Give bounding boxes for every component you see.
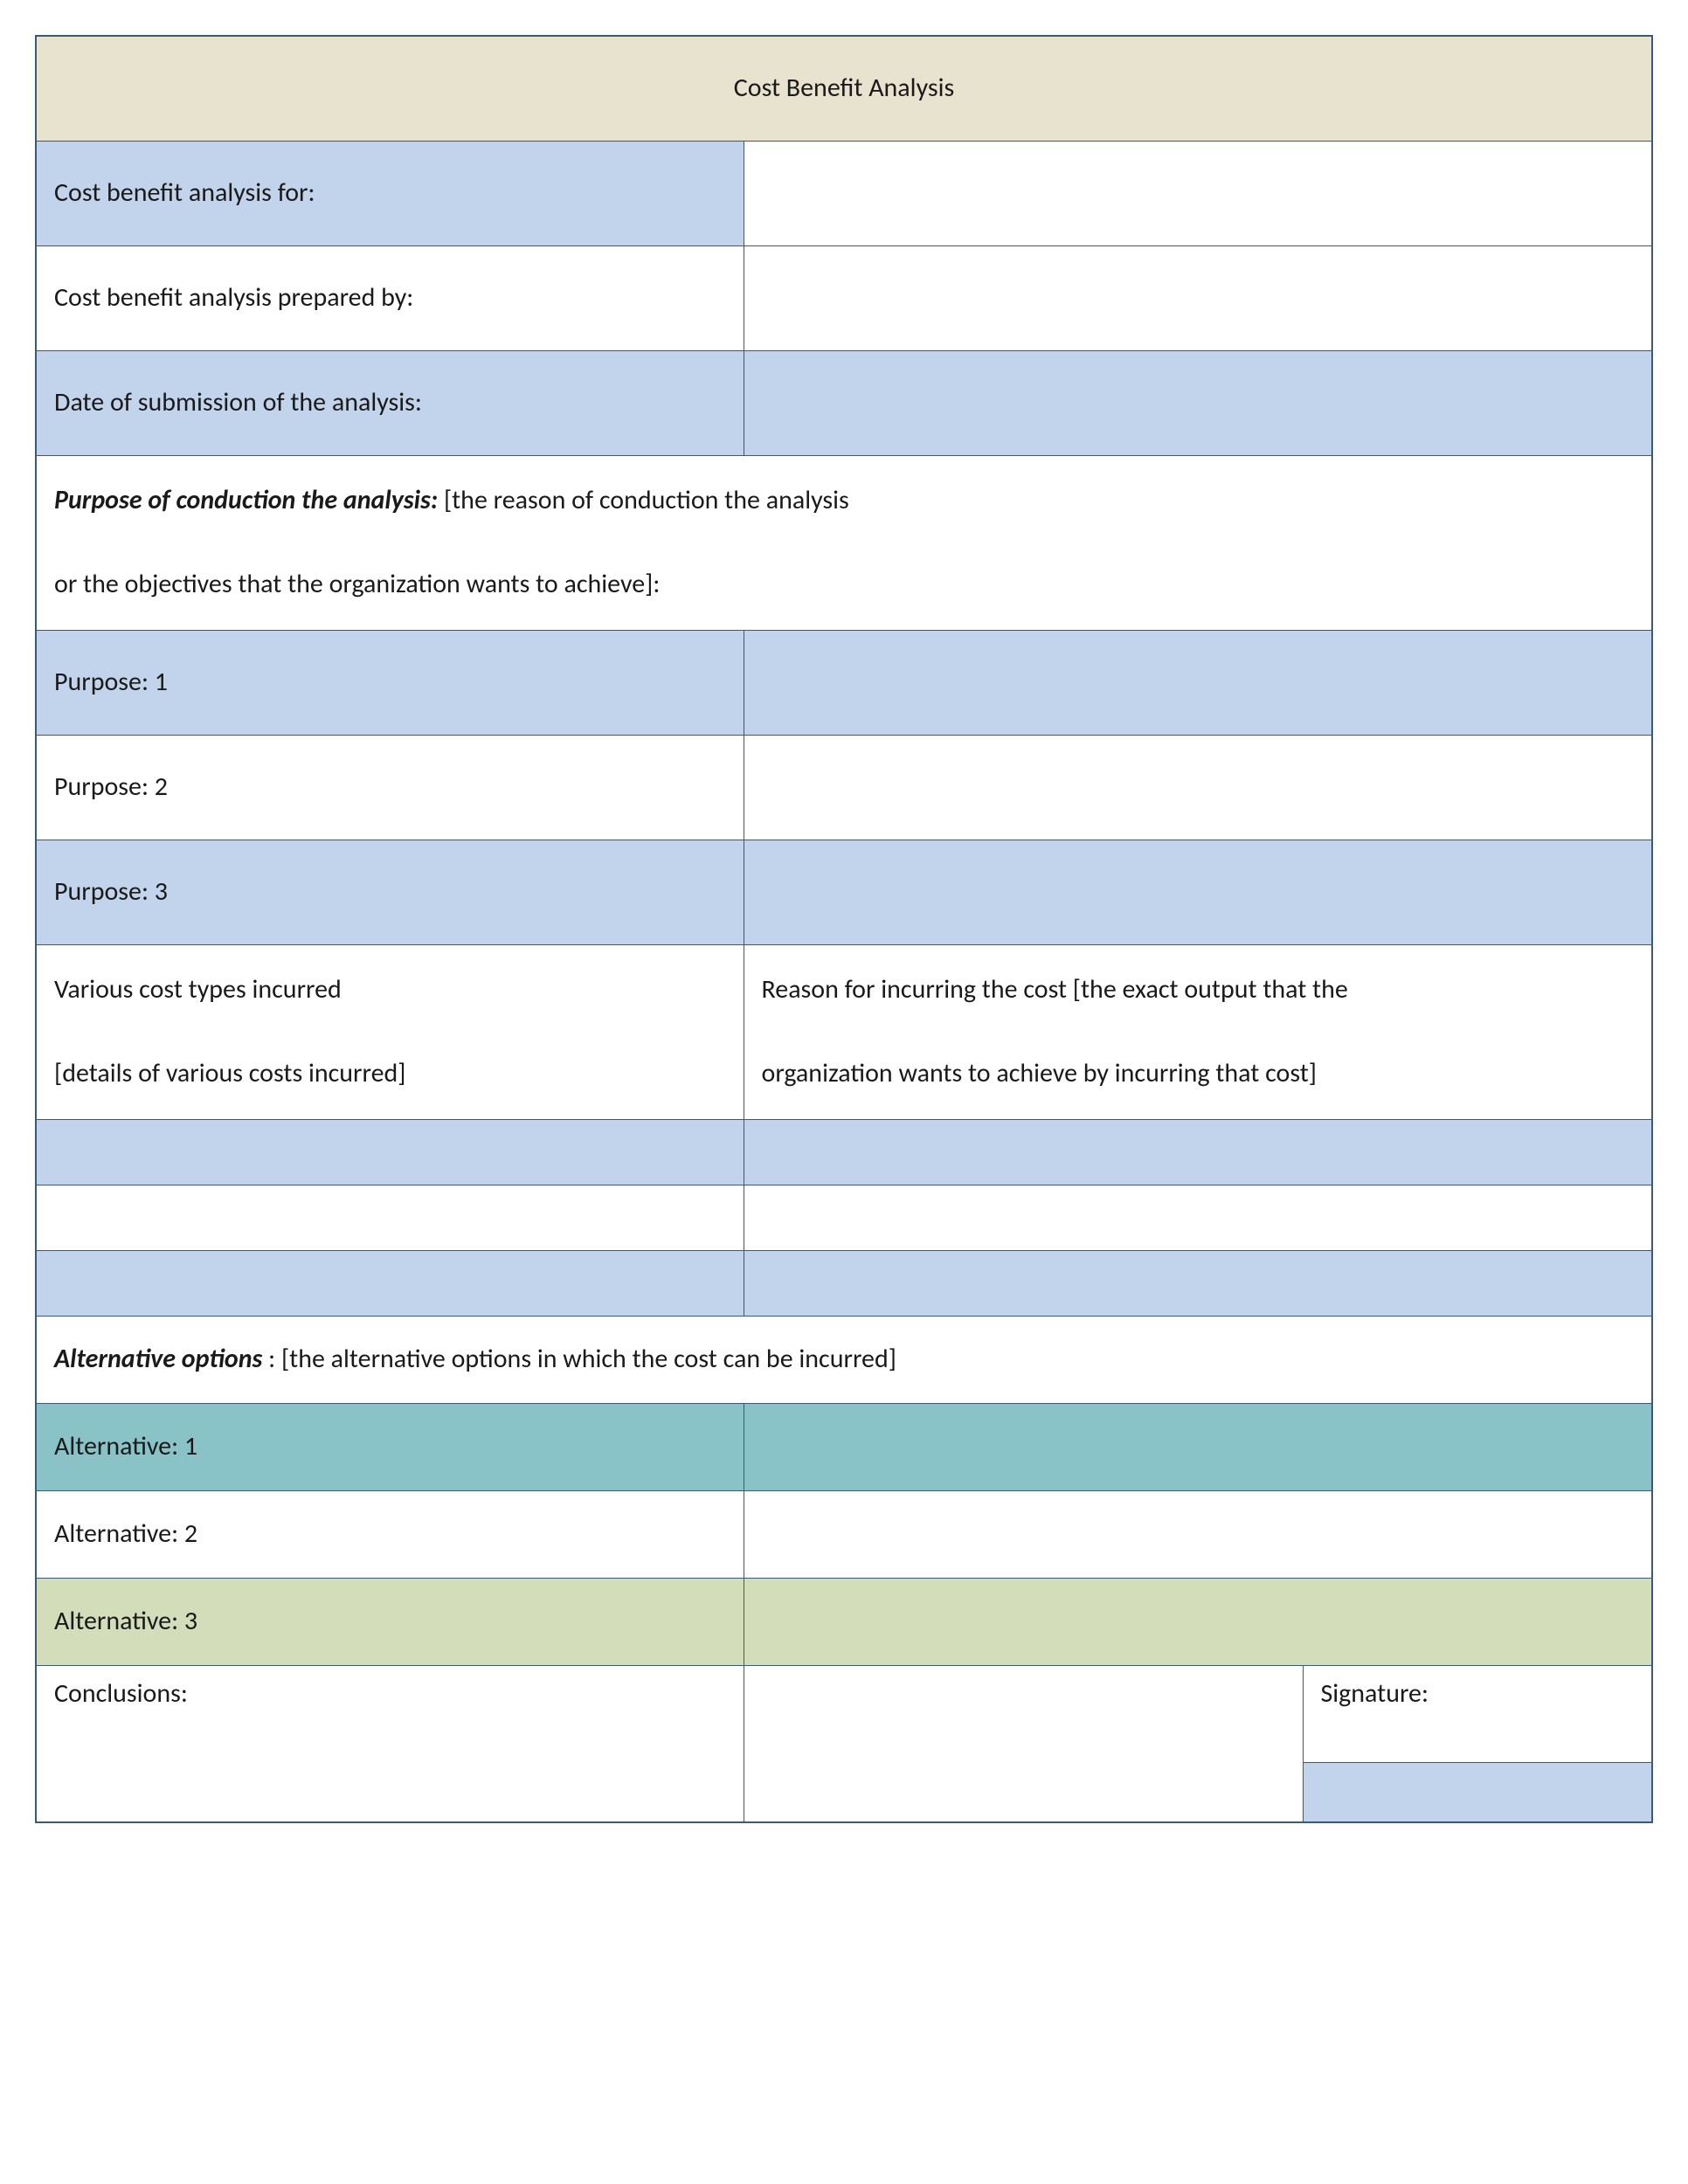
purpose-heading: Purpose of conduction the analysis: [the…	[36, 455, 1652, 630]
date-label: Date of submission of the analysis:	[36, 350, 744, 455]
signature-label: Signature:	[1303, 1665, 1652, 1763]
title-cell: Cost Benefit Analysis	[36, 36, 1652, 141]
alt-heading-bold: Alternative options	[54, 1343, 262, 1375]
alt-heading-rest: : [the alternative options in which the …	[262, 1343, 896, 1375]
cost-reason-label: Reason for incurring the cost [the exact…	[744, 944, 1652, 1119]
purpose-heading-line2: or the objectives that the organization …	[54, 568, 660, 600]
cost-row-1-left[interactable]	[36, 1119, 744, 1185]
conclusions-value[interactable]	[744, 1665, 1303, 1822]
conclusions-label: Conclusions:	[36, 1665, 744, 1822]
signature-box[interactable]	[1303, 1763, 1652, 1822]
purpose-3-value[interactable]	[744, 840, 1652, 944]
cba-for-label: Cost benefit analysis for:	[36, 141, 744, 245]
cost-types-label: Various cost types incurred [details of …	[36, 944, 744, 1119]
alt-heading: Alternative options : [the alternative o…	[36, 1316, 1652, 1403]
cba-table: Cost Benefit Analysis Cost benefit analy…	[35, 35, 1653, 1823]
purpose-2-value[interactable]	[744, 735, 1652, 840]
cost-row-3-left[interactable]	[36, 1250, 744, 1316]
cost-reason-line1: Reason for incurring the cost [the exact…	[762, 973, 1348, 1006]
alt-1-label: Alternative: 1	[36, 1403, 744, 1490]
cost-row-2-left[interactable]	[36, 1185, 744, 1250]
cost-row-2-right[interactable]	[744, 1185, 1652, 1250]
purpose-3-label: Purpose: 3	[36, 840, 744, 944]
alt-1-value[interactable]	[744, 1403, 1652, 1490]
alt-2-label: Alternative: 2	[36, 1490, 744, 1578]
alt-2-value[interactable]	[744, 1490, 1652, 1578]
cba-for-value[interactable]	[744, 141, 1652, 245]
date-value[interactable]	[744, 350, 1652, 455]
cost-row-3-right[interactable]	[744, 1250, 1652, 1316]
prepared-by-label: Cost benefit analysis prepared by:	[36, 245, 744, 350]
alt-3-label: Alternative: 3	[36, 1578, 744, 1665]
cost-reason-line2: organization wants to achieve by incurri…	[762, 1057, 1317, 1089]
purpose-2-label: Purpose: 2	[36, 735, 744, 840]
cost-row-1-right[interactable]	[744, 1119, 1652, 1185]
purpose-1-label: Purpose: 1	[36, 630, 744, 735]
alt-3-value[interactable]	[744, 1578, 1652, 1665]
cost-types-line2: [details of various costs incurred]	[54, 1057, 405, 1089]
prepared-by-value[interactable]	[744, 245, 1652, 350]
cost-types-line1: Various cost types incurred	[54, 973, 342, 1006]
purpose-1-value[interactable]	[744, 630, 1652, 735]
purpose-heading-rest: [the reason of conduction the analysis	[438, 484, 849, 516]
purpose-heading-bold: Purpose of conduction the analysis:	[54, 484, 438, 516]
